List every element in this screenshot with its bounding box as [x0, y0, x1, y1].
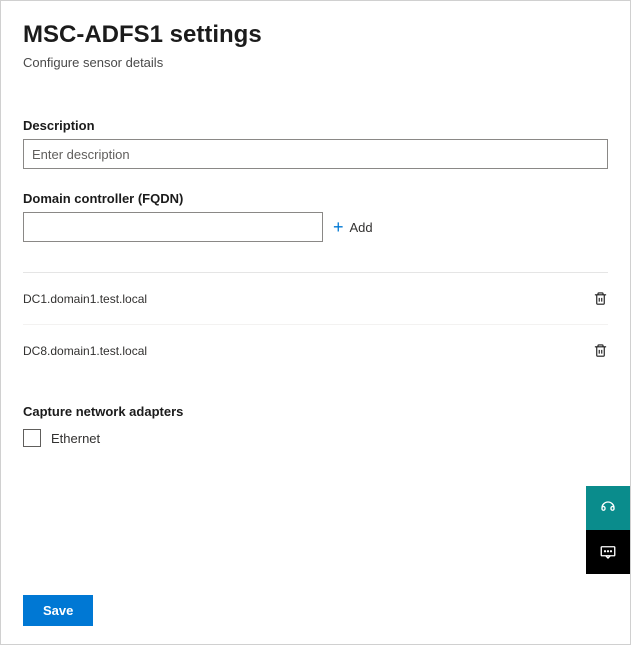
trash-icon [593, 343, 608, 358]
description-input[interactable] [23, 139, 608, 169]
fqdn-input[interactable] [23, 212, 323, 242]
settings-panel: MSC-ADFS1 settings Configure sensor deta… [0, 0, 631, 645]
domain-controller-list: DC1.domain1.test.local DC8.domain1.test.… [23, 273, 608, 376]
feedback-button[interactable] [586, 530, 630, 574]
description-field-group: Description [23, 118, 608, 169]
adapters-label: Capture network adapters [23, 404, 608, 419]
delete-button[interactable] [593, 291, 608, 306]
domain-controller-name: DC8.domain1.test.local [23, 344, 147, 358]
page-title: MSC-ADFS1 settings [23, 21, 608, 49]
domain-controller-row: DC8.domain1.test.local [23, 325, 608, 376]
adapter-row: Ethernet [23, 429, 608, 447]
adapter-checkbox-label: Ethernet [51, 431, 100, 446]
headset-icon [599, 499, 617, 517]
adapters-section: Capture network adapters Ethernet [23, 404, 608, 447]
fqdn-field-group: Domain controller (FQDN) + Add [23, 191, 608, 242]
add-button[interactable]: + Add [333, 218, 373, 236]
page-subtitle: Configure sensor details [23, 55, 608, 70]
delete-button[interactable] [593, 343, 608, 358]
support-button[interactable] [586, 486, 630, 530]
adapter-checkbox[interactable] [23, 429, 41, 447]
domain-controller-name: DC1.domain1.test.local [23, 292, 147, 306]
trash-icon [593, 291, 608, 306]
plus-icon: + [333, 218, 344, 236]
description-label: Description [23, 118, 608, 133]
domain-controller-row: DC1.domain1.test.local [23, 273, 608, 325]
add-button-label: Add [350, 220, 373, 235]
save-button[interactable]: Save [23, 595, 93, 626]
chat-icon [599, 543, 617, 561]
floating-widgets [586, 486, 630, 574]
fqdn-label: Domain controller (FQDN) [23, 191, 608, 206]
